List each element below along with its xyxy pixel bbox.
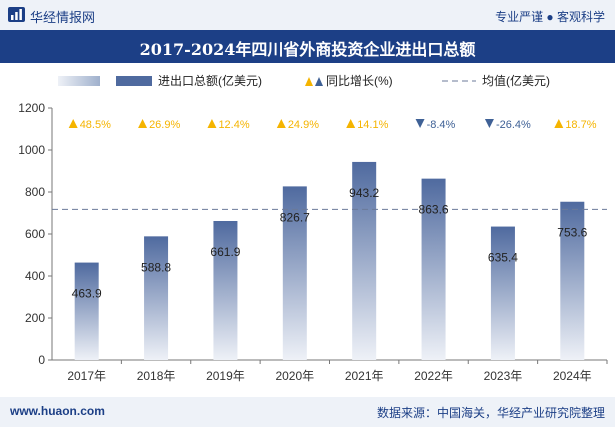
top-bar: 华经情报网 专业严谨 ● 客观科学 xyxy=(0,0,615,30)
y-tick-label: 1000 xyxy=(18,143,45,157)
bar xyxy=(490,226,515,360)
growth-label: 24.9% xyxy=(288,119,319,131)
growth-label: -8.4% xyxy=(427,119,456,131)
growth-up-icon xyxy=(138,119,148,128)
legend-up-triangle-icon xyxy=(305,77,313,86)
value-label: 661.9 xyxy=(210,245,240,259)
bar xyxy=(421,178,446,360)
growth-labels: 48.5% 26.9% 12.4% 24.9% 14.1% -8.4% -26.4% 18.7… xyxy=(68,119,597,131)
growth-label: 48.5% xyxy=(80,119,111,131)
huajing-logo-icon xyxy=(8,7,25,22)
growth-up-icon xyxy=(554,119,564,128)
footer-source: 数据来源：中国海关，华经产业研究院整理 xyxy=(376,406,605,420)
value-labels: 463.9 588.8 661.9 826.7 943.2 863.6 635.4 753.6 xyxy=(72,186,588,301)
y-tick-label: 600 xyxy=(25,227,45,241)
chart-title: 2017-2024年四川省外商投资企业进出口总额 xyxy=(139,40,476,59)
footer-bar xyxy=(0,397,615,427)
x-tick-label: 2020年 xyxy=(275,369,314,383)
slogan: 专业严谨 ● 客观科学 xyxy=(495,10,605,24)
growth-down-icon xyxy=(484,119,494,128)
growth-label: 14.1% xyxy=(357,119,388,131)
bar xyxy=(74,262,99,360)
bar xyxy=(282,186,307,360)
brand-name: 华经情报网 xyxy=(30,10,96,25)
legend-label-total: 进出口总额(亿美元) xyxy=(158,73,262,88)
legend-swatch-total xyxy=(116,76,152,86)
y-tick-label: 200 xyxy=(25,311,45,325)
x-tick-label: 2024年 xyxy=(553,369,592,383)
y-ticks: 0 200 400 600 800 1000 1200 xyxy=(18,101,52,367)
legend-label-growth: 同比增长(%) xyxy=(326,74,393,88)
title-bar xyxy=(0,30,615,63)
y-tick-label: 0 xyxy=(38,353,45,367)
chart: 进出口总额(亿美元) 同比增长(%) 均值(亿美元) 0 200 400 600 800… xyxy=(18,73,608,383)
growth-up-icon xyxy=(207,119,217,128)
legend: 进出口总额(亿美元) 同比增长(%) 均值(亿美元) xyxy=(58,73,550,88)
legend-swatch-gradient xyxy=(58,76,100,86)
y-tick-label: 400 xyxy=(25,269,45,283)
value-label: 863.6 xyxy=(419,203,449,217)
value-label: 588.8 xyxy=(141,260,171,274)
growth-label: -26.4% xyxy=(496,119,531,131)
value-label: 463.9 xyxy=(72,287,102,301)
x-tick-label: 2022年 xyxy=(414,369,453,383)
bar xyxy=(352,161,377,360)
value-label: 635.4 xyxy=(488,251,518,265)
growth-label: 12.4% xyxy=(218,119,249,131)
x-tick-label: 2023年 xyxy=(484,369,523,383)
bars xyxy=(74,161,585,360)
y-tick-label: 800 xyxy=(25,185,45,199)
growth-up-icon xyxy=(276,119,286,128)
x-tick-label: 2017年 xyxy=(67,369,106,383)
footer-url-link[interactable]: www.huaon.com xyxy=(10,404,105,418)
value-label: 753.6 xyxy=(557,226,587,240)
x-tick-label: 2018年 xyxy=(137,369,176,383)
value-label: 826.7 xyxy=(280,210,310,224)
bar xyxy=(560,201,585,360)
x-tick-label: 2021年 xyxy=(345,369,384,383)
growth-label: 26.9% xyxy=(149,119,180,131)
legend-up-triangle-icon-blue xyxy=(315,77,323,86)
growth-label: 18.7% xyxy=(565,119,596,131)
growth-up-icon xyxy=(68,119,78,128)
growth-down-icon xyxy=(415,119,425,128)
bar xyxy=(213,221,238,360)
bar xyxy=(144,236,169,360)
y-tick-label: 1200 xyxy=(18,101,45,115)
x-ticks: 2017年 2018年 2019年 2020年 2021年 2022年 2023年 2024年 xyxy=(67,360,608,383)
x-tick-label: 2019年 xyxy=(206,369,245,383)
legend-label-average: 均值(亿美元) xyxy=(482,73,550,88)
value-label: 943.2 xyxy=(349,186,379,200)
growth-up-icon xyxy=(346,119,356,128)
